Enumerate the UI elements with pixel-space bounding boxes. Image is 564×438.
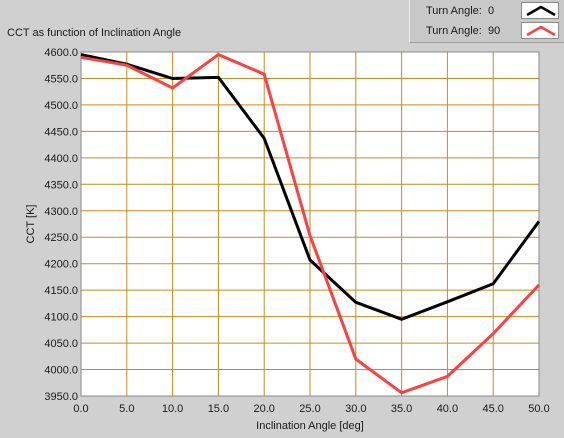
x-tick-label: 25.0 [299, 403, 320, 415]
x-tick-label: 20.0 [253, 403, 274, 415]
series-line-turn-angle-90 [80, 52, 541, 395]
red-line-swatch-icon [521, 22, 559, 39]
y-tick-label: 3950.0 [44, 391, 78, 403]
y-axis-label: CCT [K] [25, 205, 37, 244]
y-tick-label: 4600.0 [44, 47, 78, 59]
x-tick-label: 0.0 [73, 403, 88, 415]
x-tick-label: 50.0 [528, 403, 549, 415]
legend-label-value: 0 [487, 5, 495, 17]
plot-frame [80, 51, 540, 397]
y-tick-label: 4100.0 [44, 312, 78, 324]
x-tick-label: 15.0 [208, 403, 229, 415]
y-tick-label: 4150.0 [44, 285, 78, 297]
chart-title: CCT as function of Inclination Angle [7, 27, 182, 39]
y-tick-label: 4400.0 [44, 153, 78, 165]
legend-label: Turn Angle: 0 [426, 5, 494, 17]
x-tick-label: 45.0 [482, 403, 503, 415]
x-tick-label: 10.0 [162, 403, 183, 415]
y-tick-label: 4350.0 [44, 179, 78, 191]
black-line-swatch-icon [521, 2, 559, 19]
y-tick-label: 4000.0 [44, 365, 78, 377]
y-tick-label: 4500.0 [44, 100, 78, 112]
y-tick-label: 4300.0 [44, 206, 78, 218]
legend: Turn Angle: 0 Turn Angle: 90 [409, 0, 564, 43]
series-line-turn-angle-0 [80, 53, 541, 321]
legend-item-turn-angle-0: Turn Angle: 0 [410, 1, 564, 21]
y-tick-label: 4450.0 [44, 126, 78, 138]
legend-label-text: Turn Angle: [426, 25, 482, 37]
legend-label-value: 90 [487, 25, 501, 37]
y-tick-label: 4550.0 [44, 73, 78, 85]
x-tick-label: 35.0 [391, 403, 412, 415]
legend-label: Turn Angle: 90 [426, 25, 500, 37]
y-tick-label: 4050.0 [44, 338, 78, 350]
x-tick-label: 30.0 [345, 403, 366, 415]
y-tick-label: 4250.0 [44, 232, 78, 244]
y-tick-label: 4200.0 [44, 259, 78, 271]
x-axis-label: Inclination Angle [deg] [256, 420, 364, 432]
x-tick-label: 5.0 [119, 403, 134, 415]
legend-item-turn-angle-90: Turn Angle: 90 [410, 21, 564, 41]
legend-label-text: Turn Angle: [426, 5, 482, 17]
x-tick-label: 40.0 [437, 403, 458, 415]
